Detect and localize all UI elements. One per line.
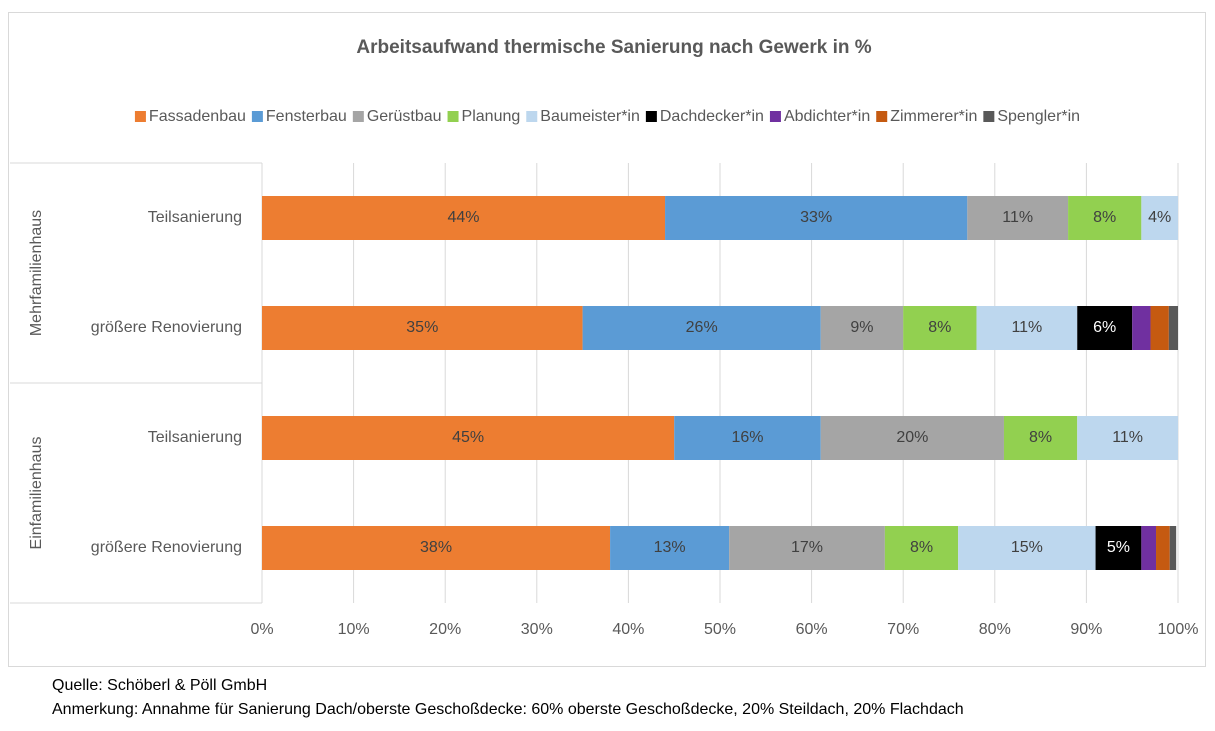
legend-swatch <box>134 111 146 122</box>
bar-segment <box>262 416 675 460</box>
data-label: 11% <box>1011 319 1042 336</box>
bar-segment <box>903 306 977 350</box>
x-tick-label: 90% <box>1070 621 1102 638</box>
bar-segment <box>1141 196 1178 240</box>
legend-swatch <box>526 111 538 122</box>
bar-segment <box>262 306 583 350</box>
bar-segment <box>820 306 904 350</box>
data-label: 45% <box>452 429 484 446</box>
legend-label: Zimmerer*in <box>890 108 977 125</box>
bar-segment <box>262 526 611 570</box>
group-label: Mehrfamilienhaus <box>28 210 45 336</box>
y-tick-label: Teilsanierung <box>148 209 242 226</box>
x-tick-label: 70% <box>887 621 919 638</box>
bar-segment <box>674 416 821 460</box>
bar-segment <box>1168 306 1178 350</box>
data-label: 11% <box>1112 429 1143 446</box>
bar-segment <box>1169 526 1177 570</box>
legend-label: Fassadenbau <box>149 108 246 125</box>
x-tick-label: 50% <box>704 621 736 638</box>
data-label: 16% <box>731 429 763 446</box>
bar-segment <box>729 526 885 570</box>
bar-segment <box>1141 526 1157 570</box>
source-note: Quelle: Schöberl & Pöll GmbH <box>52 677 267 694</box>
chart-title: Arbeitsaufwand thermische Sanierung nach… <box>356 37 871 58</box>
data-label: 35% <box>406 319 438 336</box>
legend-label: Dachdecker*in <box>660 108 764 125</box>
data-label: 26% <box>686 319 718 336</box>
data-label: 4% <box>1148 209 1171 226</box>
data-label: 33% <box>800 209 832 226</box>
x-tick-label: 40% <box>612 621 644 638</box>
data-label: 8% <box>1093 209 1116 226</box>
bar-segment <box>582 306 821 350</box>
data-label: 9% <box>850 319 873 336</box>
legend-label: Abdichter*in <box>784 108 870 125</box>
data-label: 6% <box>1093 319 1116 336</box>
bar-segment <box>610 526 730 570</box>
bar-segment <box>1077 416 1178 460</box>
data-label: 17% <box>791 539 823 556</box>
data-label: 13% <box>654 539 686 556</box>
bar-segment <box>262 196 666 240</box>
data-label: 15% <box>1011 539 1043 556</box>
bar-segment <box>884 526 959 570</box>
legend-label: Baumeister*in <box>540 108 640 125</box>
legend-label: Fensterbau <box>266 108 347 125</box>
legend-swatch <box>447 111 459 122</box>
bar-segment <box>665 196 968 240</box>
y-tick-label: Teilsanierung <box>148 429 242 446</box>
x-tick-label: 10% <box>338 621 370 638</box>
x-tick-label: 30% <box>521 621 553 638</box>
legend-label: Gerüstbau <box>367 108 442 125</box>
bar-segment <box>967 196 1069 240</box>
x-tick-label: 100% <box>1158 621 1199 638</box>
annotation-note: Anmerkung: Annahme für Sanierung Dach/ob… <box>52 701 964 718</box>
data-label: 11% <box>1002 209 1033 226</box>
bar-segment <box>820 416 1004 460</box>
bar-segment <box>958 526 1096 570</box>
legend-swatch <box>645 111 657 122</box>
legend-swatch <box>352 111 364 122</box>
legend-swatch <box>876 111 888 122</box>
legend-swatch <box>769 111 781 122</box>
legend-swatch <box>251 111 263 122</box>
bar-segment <box>1095 526 1142 570</box>
bar-segment <box>1150 306 1169 350</box>
x-tick-label: 0% <box>250 621 273 638</box>
y-tick-label: größere Renovierung <box>91 539 242 556</box>
legend-swatch <box>983 111 995 122</box>
data-label: 38% <box>420 539 452 556</box>
legend-label: Spengler*in <box>997 108 1080 125</box>
x-tick-label: 60% <box>796 621 828 638</box>
bar-segment <box>976 306 1078 350</box>
data-label: 8% <box>1029 429 1052 446</box>
bar-segment <box>1132 306 1151 350</box>
data-label: 8% <box>910 539 933 556</box>
group-label: Einfamilienhaus <box>28 437 45 550</box>
bar-segment <box>1003 416 1078 460</box>
data-label: 20% <box>896 429 928 446</box>
x-tick-label: 20% <box>429 621 461 638</box>
y-tick-label: größere Renovierung <box>91 319 242 336</box>
data-label: 5% <box>1107 539 1130 556</box>
data-label: 8% <box>928 319 951 336</box>
bar-segment <box>1077 306 1133 350</box>
x-tick-label: 80% <box>979 621 1011 638</box>
legend-label: Planung <box>462 108 521 125</box>
legend: Fassadenbau Fensterbau Gerüstbau Planung Bau… <box>134 108 1080 125</box>
data-label: 44% <box>448 209 480 226</box>
bar-segment <box>1156 526 1170 570</box>
bar-segment <box>1068 196 1142 240</box>
